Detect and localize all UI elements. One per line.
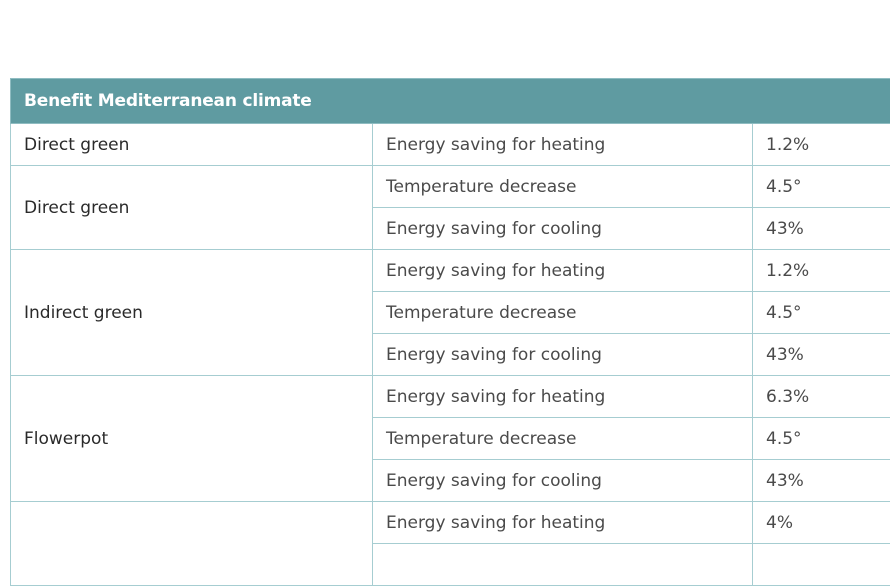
table-title: Benefit Mediterranean climate [11, 79, 890, 124]
table-row: Indirect green Energy saving for heating… [11, 250, 890, 292]
metric-cell: Energy saving for heating [373, 376, 753, 418]
group-label: Flowerpot [11, 376, 373, 502]
group-label: Direct green [11, 124, 373, 166]
value-cell: 43% [753, 460, 890, 502]
metric-cell: Temperature decrease [373, 292, 753, 334]
metric-cell: Energy saving for heating [373, 124, 753, 166]
value-cell: 1.2% [753, 124, 890, 166]
value-cell: 4.5° [753, 292, 890, 334]
metric-cell: Temperature decrease [373, 418, 753, 460]
table-row: Direct green Temperature decrease 4.5° [11, 166, 890, 208]
table-header-row: Benefit Mediterranean climate [11, 79, 890, 124]
benefit-table-container: Benefit Mediterranean climate Direct gre… [10, 78, 890, 586]
value-cell: 4.5° [753, 418, 890, 460]
metric-cell: Energy saving for heating [373, 250, 753, 292]
value-cell: 43% [753, 208, 890, 250]
metric-cell: Energy saving for cooling [373, 208, 753, 250]
metric-cell [373, 544, 753, 586]
table-row: Direct green Energy saving for heating 1… [11, 124, 890, 166]
table-row: Energy saving for heating 4% [11, 502, 890, 544]
value-cell [753, 544, 890, 586]
value-cell: 4.5° [753, 166, 890, 208]
metric-cell: Energy saving for heating [373, 502, 753, 544]
value-cell: 43% [753, 334, 890, 376]
benefit-table: Benefit Mediterranean climate Direct gre… [10, 78, 890, 586]
group-label [11, 502, 373, 586]
metric-cell: Temperature decrease [373, 166, 753, 208]
group-label: Direct green [11, 166, 373, 250]
value-cell: 4% [753, 502, 890, 544]
metric-cell: Energy saving for cooling [373, 460, 753, 502]
table-row: Flowerpot Energy saving for heating 6.3% [11, 376, 890, 418]
value-cell: 1.2% [753, 250, 890, 292]
group-label: Indirect green [11, 250, 373, 376]
value-cell: 6.3% [753, 376, 890, 418]
metric-cell: Energy saving for cooling [373, 334, 753, 376]
